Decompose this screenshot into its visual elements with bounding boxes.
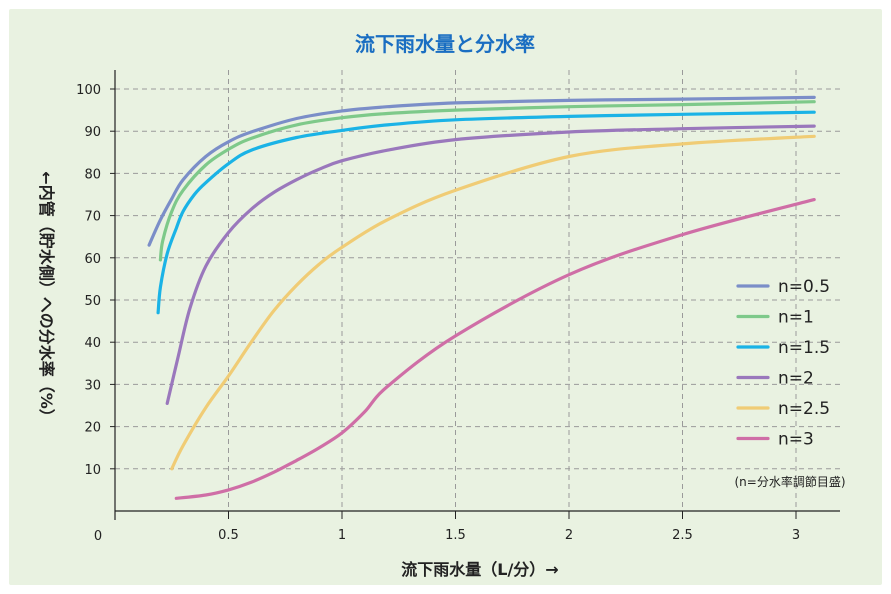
y-tick-label: 80 [84,167,101,182]
chart-note: (n=分水率調節目盛) [734,474,845,489]
axes [114,70,840,520]
y-tick-label: 70 [84,210,101,225]
series-line [170,134,816,471]
x-tick-label: 3 [792,528,800,543]
grid [115,70,840,511]
chart-title: 流下雨水量と分水率 [355,32,535,56]
series-line [158,100,816,262]
x-tick-label: 2.5 [672,528,693,543]
legend-label: n=1.5 [778,338,830,358]
x-tick-label: 1 [338,528,346,543]
y-tick-labels: 10 20 30 40 50 60 70 80 90 100 [76,83,115,478]
x-axis-label: 流下雨水量（L/分）→ [401,560,558,579]
y-tick-label: 90 [84,125,101,140]
series-lines [147,95,816,500]
legend: n=0.5 n=1 n=1.5 n=2 n=2.5 n=3 [736,277,830,450]
y-tick-label: 50 [84,294,101,309]
y-tick-label: 40 [84,336,101,351]
series-line [147,95,816,247]
legend-label: n=3 [778,430,814,450]
x-tick-label: 1.5 [445,528,466,543]
y-axis-label: ←内管（貯水側）への分水率（%） [37,171,56,424]
y-tick-label: 30 [84,378,101,393]
series-line [156,110,816,315]
y-tick-label: 20 [84,421,101,436]
legend-label: n=0.5 [778,277,830,297]
legend-label: n=2.5 [778,399,830,419]
series-line [165,124,816,405]
x-tick-label: 2 [565,528,573,543]
y-tick-label: 100 [76,83,101,98]
legend-label: n=1 [778,308,814,328]
y-tick-label: 60 [84,252,101,267]
x-tick-label: 0.5 [218,528,239,543]
legend-label: n=2 [778,369,814,389]
y-tick-label: 10 [84,463,101,478]
origin-label: 0 [94,529,102,544]
x-tick-labels: 0.5 1 1.5 2 2.5 3 [218,511,800,543]
series-line [174,198,816,500]
